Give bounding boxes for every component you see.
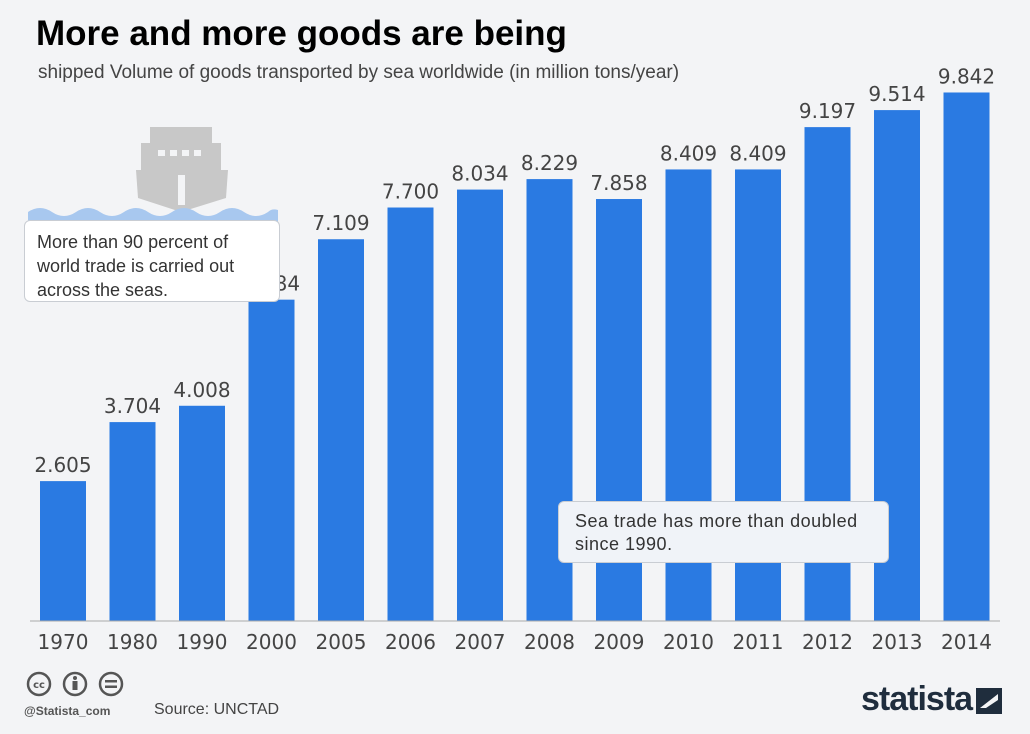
bar-2000 [248,299,295,621]
category-label-2008: 2008 [524,630,575,654]
category-label-1990: 1990 [177,630,228,654]
statista-logo-icon [976,688,1002,714]
chart-title: More and more goods are being [36,14,567,53]
ship-icon [136,127,228,212]
category-label-2012: 2012 [802,630,853,654]
statista-handle[interactable]: @Statista_com [24,704,111,718]
value-label-2008: 8.229 [521,151,578,175]
category-label-2013: 2013 [872,630,923,654]
category-label-2005: 2005 [316,630,367,654]
value-label-2006: 7.700 [382,180,439,204]
bar-2014 [943,92,990,621]
bar-1970 [40,481,86,621]
cc-icon: cc [26,671,52,697]
value-label-1970: 2.605 [34,453,91,477]
category-label-2009: 2009 [594,630,645,654]
chart-subtitle: shipped Volume of goods transported by s… [38,62,680,83]
source-text: Source: UNCTAD [154,701,280,718]
bar-1990 [179,405,225,621]
bar-2006 [387,207,434,621]
annotation-sea-trade-growth: Sea trade has more than doubled since 19… [558,501,889,563]
category-label-2014: 2014 [941,630,992,654]
nd-icon [98,671,124,697]
bars-group [40,92,990,622]
value-label-2010: 8.409 [660,141,717,165]
value-label-1990: 4.008 [173,378,230,402]
statista-logo[interactable]: statista [861,680,973,718]
value-labels-group: 2.6053.7044.0085.9847.1097.7008.0348.229… [34,64,995,477]
category-label-2007: 2007 [455,630,506,654]
category-label-2010: 2010 [663,630,714,654]
svg-text:cc: cc [33,680,45,691]
category-label-1970: 1970 [38,630,89,654]
value-label-2014: 9.842 [938,64,995,88]
value-label-2005: 7.109 [312,211,369,235]
category-labels-group: 1970 1980 1990 2000 2005 2006 2007 2008 2009 2010… [38,630,992,654]
category-label-2011: 2011 [733,630,784,654]
value-label-2009: 7.858 [590,171,647,195]
category-label-2006: 2006 [385,630,436,654]
value-label-2013: 9.514 [868,82,925,106]
value-label-2007: 8.034 [451,162,508,186]
value-label-2012: 9.197 [799,99,856,123]
value-label-2011: 8.409 [729,141,786,165]
annotation-sea-trade-share: More than 90 percent of world trade is c… [24,220,280,302]
bar-2007 [457,189,503,621]
category-label-2000: 2000 [246,630,297,654]
by-icon [62,671,88,697]
category-label-1980: 1980 [107,630,158,654]
license-icons[interactable]: cc [26,671,136,701]
value-label-1980: 3.704 [104,394,161,418]
wave-icon [28,208,278,222]
bar-2005 [318,239,364,621]
bar-1980 [109,422,156,621]
